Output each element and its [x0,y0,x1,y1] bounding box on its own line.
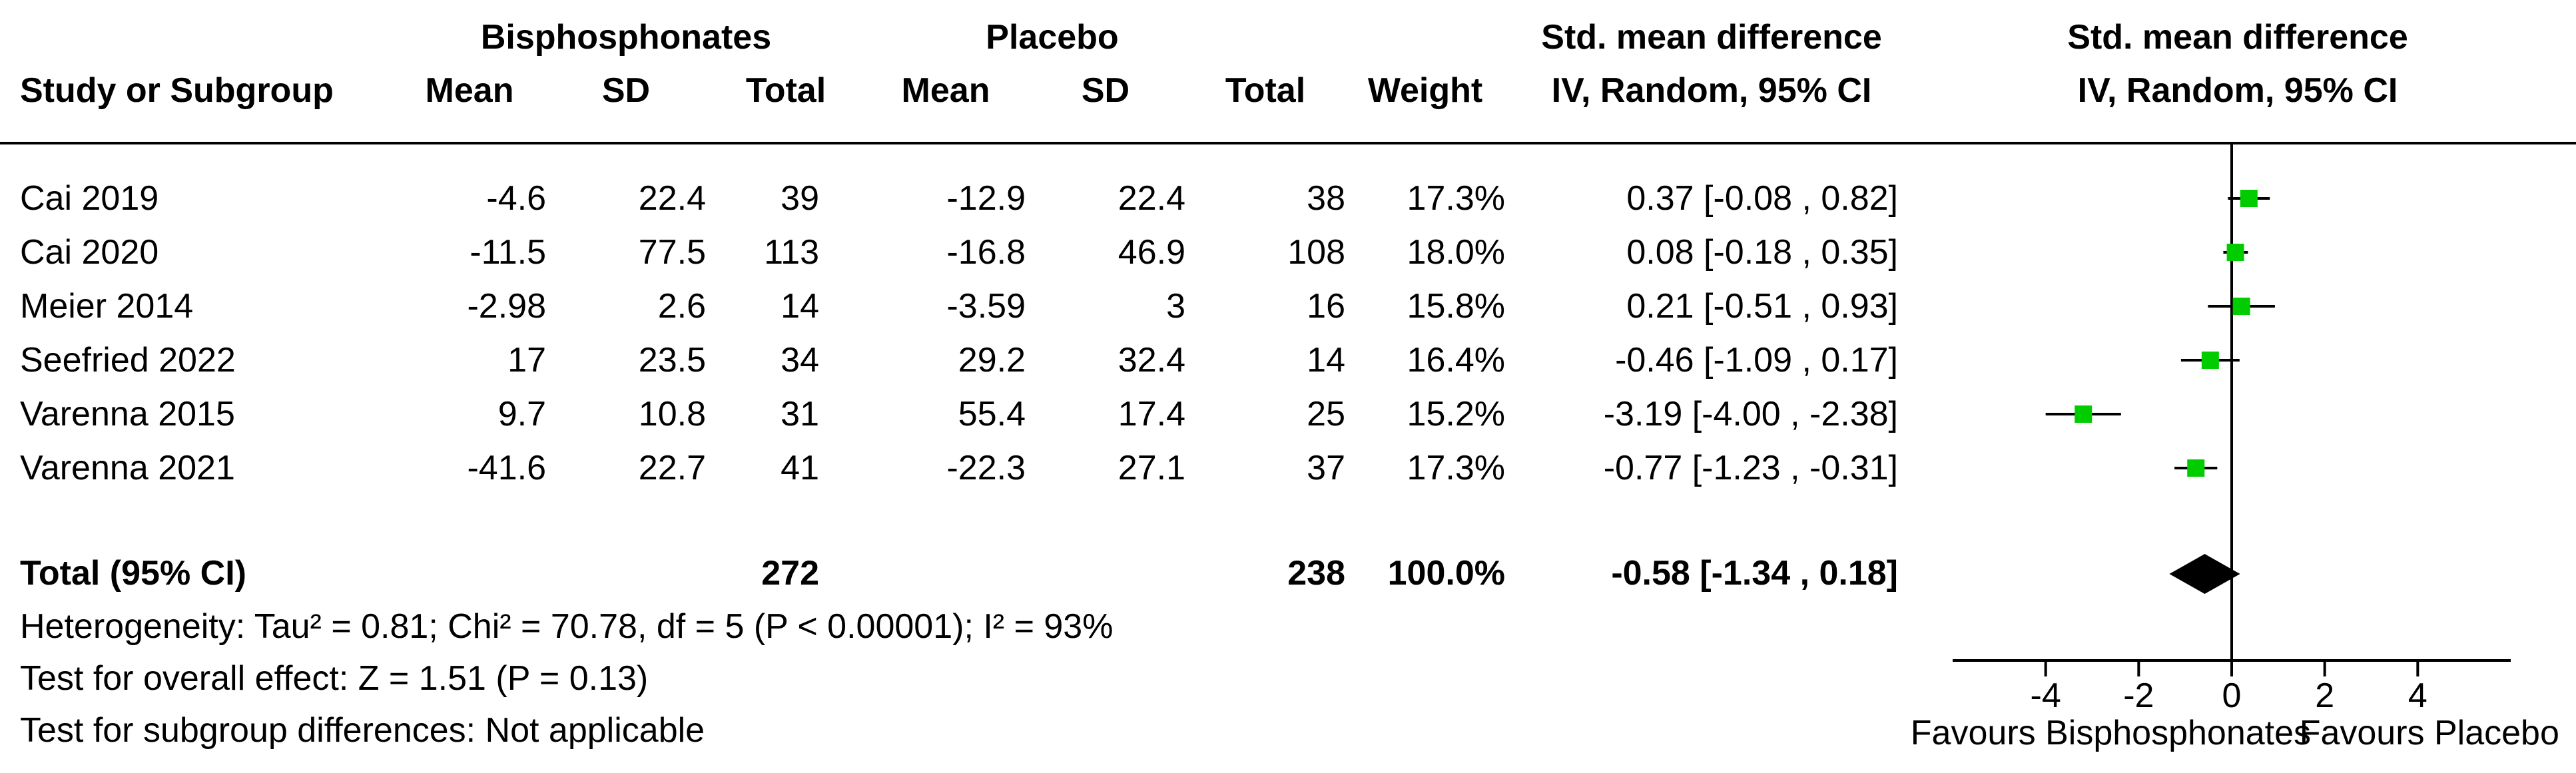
total1-value: 272 [761,554,819,593]
cell-mean2: -12.9 [946,179,1026,218]
plot-header-line2: IV, Random, 95% CI [2077,71,2398,110]
cell-weight: 15.2% [1407,395,1505,433]
group2-header: Placebo [986,18,1119,57]
weight-header: Weight [1367,71,1483,110]
study-marker [2226,244,2244,261]
cell-total1: 14 [781,287,819,326]
cell-total2: 37 [1307,449,1345,487]
study-marker [2240,190,2258,207]
cell-mean2: -16.8 [946,233,1026,272]
cell-sd2: 22.4 [1118,179,1185,218]
cell-mean2: -22.3 [946,449,1026,487]
cell-mean1: -2.98 [467,287,546,326]
cell-mean1: -4.6 [486,179,546,218]
cell-total2: 14 [1307,341,1345,380]
cell-total2: 108 [1287,233,1345,272]
total-weight: 100.0% [1387,554,1505,593]
cell-total1: 31 [781,395,819,433]
plot-header-line1: Std. mean difference [2067,18,2408,57]
cell-mean1: 17 [507,341,546,380]
x-tick-label: 2 [2315,676,2334,715]
cell-total1: 34 [781,341,819,380]
cell-weight: 18.0% [1407,233,1505,272]
cell-sd2: 32.4 [1118,341,1185,380]
mean2-header: Mean [901,71,990,110]
subgroup-note: Test for subgroup differences: Not appli… [20,711,705,750]
cell-sd1: 22.4 [638,179,706,218]
total-label: Total (95% CI) [20,554,246,593]
sd1-header: SD [601,71,651,110]
cell-sd2: 27.1 [1118,449,1185,487]
cell-name: Meier 2014 [20,287,194,326]
x-tick-label: -4 [2031,676,2061,715]
total-ci: -0.58 [-1.34 , 0.18] [1611,554,1898,593]
cell-ci: -0.77 [-1.23 , -0.31] [1603,449,1898,487]
cell-sd2: 46.9 [1118,233,1185,272]
heterogeneity-note: Heterogeneity: Tau² = 0.81; Chi² = 70.78… [20,607,1114,646]
group1-header: Bisphosphonates [480,18,772,57]
cell-total2: 16 [1307,287,1345,326]
cell-name: Cai 2020 [20,233,159,272]
favours-right-label: Favours Placebo [2300,714,2559,752]
pooled-diamond [2169,554,2240,594]
cell-ci: 0.37 [-0.08 , 0.82] [1626,179,1898,218]
cell-weight: 15.8% [1407,287,1505,326]
study-marker [2201,352,2219,369]
cell-sd1: 23.5 [638,341,706,380]
study-marker [2187,459,2205,477]
x-tick-label: 0 [2222,676,2242,715]
cell-sd2: 3 [1166,287,1185,326]
cell-ci: -3.19 [-4.00 , -2.38] [1603,395,1898,433]
cell-total1: 41 [781,449,819,487]
cell-total2: 25 [1307,395,1345,433]
cell-mean2: 55.4 [958,395,1026,433]
cell-name: Varenna 2015 [20,395,235,433]
effect-header-line2: IV, Random, 95% CI [1551,71,1872,110]
total1-header: Total [745,71,826,110]
cell-total1: 39 [781,179,819,218]
cell-name: Cai 2019 [20,179,159,218]
study-marker [2075,405,2093,423]
cell-ci: 0.08 [-0.18 , 0.35] [1626,233,1898,272]
favours-left-label: Favours Bisphosphonates [1911,714,2311,752]
cell-sd1: 77.5 [638,233,706,272]
cell-ci: 0.21 [-0.51 , 0.93] [1626,287,1898,326]
header-rule [0,142,2576,144]
cell-total2: 38 [1307,179,1345,218]
sd2-header: SD [1081,71,1130,110]
total2-header: Total [1225,71,1306,110]
cell-sd1: 2.6 [657,287,706,326]
cell-name: Seefried 2022 [20,341,236,380]
study-marker [2232,298,2250,315]
cell-mean1: 9.7 [497,395,546,433]
cell-mean1: -11.5 [470,233,546,272]
effect-header-line1: Std. mean difference [1541,18,1882,57]
cell-mean1: -41.6 [467,449,546,487]
study-column-header: Study or Subgroup [20,71,334,110]
cell-sd1: 10.8 [638,395,706,433]
cell-mean2: 29.2 [958,341,1026,380]
cell-name: Varenna 2021 [20,449,235,487]
cell-weight: 17.3% [1407,179,1505,218]
cell-sd2: 17.4 [1118,395,1185,433]
cell-ci: -0.46 [-1.09 , 0.17] [1615,341,1898,380]
cell-sd1: 22.7 [638,449,706,487]
x-tick-label: 4 [2408,676,2427,715]
cell-weight: 16.4% [1407,341,1505,380]
cell-total1: 113 [764,233,819,272]
x-tick-label: -2 [2123,676,2154,715]
overall-effect-note: Test for overall effect: Z = 1.51 (P = 0… [20,659,649,698]
cell-weight: 17.3% [1407,449,1505,487]
cell-mean2: -3.59 [946,287,1026,326]
mean1-header: Mean [425,71,514,110]
total2-value: 238 [1287,554,1345,593]
